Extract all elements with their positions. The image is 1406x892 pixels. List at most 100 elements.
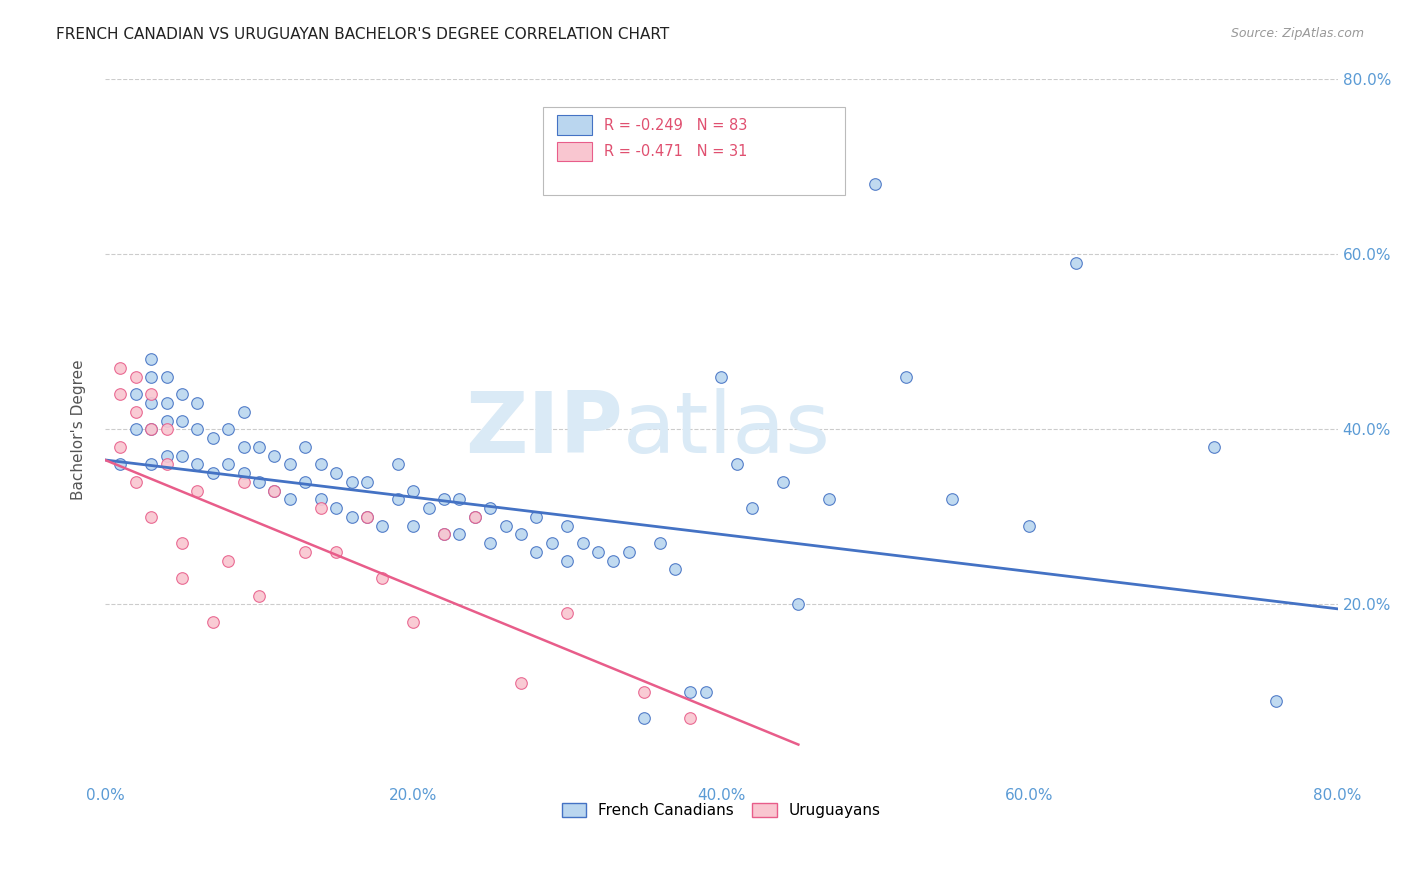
Point	[526, 545, 548, 559]
Point	[263, 483, 285, 498]
Point	[232, 466, 254, 480]
Point	[340, 475, 363, 489]
Point	[141, 458, 163, 472]
Point	[725, 458, 748, 472]
Point	[309, 492, 332, 507]
Point	[325, 501, 347, 516]
Point	[201, 431, 224, 445]
Point	[772, 475, 794, 489]
Point	[464, 509, 486, 524]
Point	[201, 466, 224, 480]
Point	[941, 492, 963, 507]
Point	[125, 475, 148, 489]
Point	[555, 606, 578, 620]
Point	[449, 492, 471, 507]
Point	[695, 685, 717, 699]
Point	[356, 509, 378, 524]
Point	[141, 387, 163, 401]
Point	[186, 483, 208, 498]
Point	[294, 475, 316, 489]
Point	[664, 562, 686, 576]
Point	[125, 369, 148, 384]
Point	[402, 483, 425, 498]
Point	[356, 475, 378, 489]
Point	[170, 536, 193, 550]
Legend: French Canadians, Uruguayans: French Canadians, Uruguayans	[555, 797, 887, 824]
Point	[247, 440, 270, 454]
Point	[278, 492, 301, 507]
Point	[479, 536, 502, 550]
Point	[141, 422, 163, 436]
Point	[325, 545, 347, 559]
Point	[217, 554, 239, 568]
Point	[555, 518, 578, 533]
FancyBboxPatch shape	[543, 107, 845, 194]
Point	[170, 413, 193, 427]
Point	[387, 492, 409, 507]
Point	[1265, 694, 1288, 708]
Point	[540, 536, 562, 550]
Point	[170, 449, 193, 463]
Point	[156, 396, 179, 410]
Point	[110, 458, 132, 472]
FancyBboxPatch shape	[557, 142, 592, 161]
Y-axis label: Bachelor's Degree: Bachelor's Degree	[72, 359, 86, 500]
Point	[586, 545, 609, 559]
Point	[232, 475, 254, 489]
Point	[263, 483, 285, 498]
Point	[141, 509, 163, 524]
Point	[309, 501, 332, 516]
Point	[433, 527, 456, 541]
Point	[356, 509, 378, 524]
Point	[125, 387, 148, 401]
Text: R = -0.249   N = 83: R = -0.249 N = 83	[605, 118, 748, 133]
Point	[294, 440, 316, 454]
Point	[278, 458, 301, 472]
Text: FRENCH CANADIAN VS URUGUAYAN BACHELOR'S DEGREE CORRELATION CHART: FRENCH CANADIAN VS URUGUAYAN BACHELOR'S …	[56, 27, 669, 42]
Point	[1064, 256, 1087, 270]
Point	[818, 492, 841, 507]
Point	[371, 571, 394, 585]
Point	[787, 598, 810, 612]
Point	[125, 422, 148, 436]
Point	[110, 361, 132, 376]
Point	[309, 458, 332, 472]
Point	[263, 449, 285, 463]
Point	[141, 352, 163, 367]
Point	[186, 458, 208, 472]
Point	[141, 422, 163, 436]
Point	[633, 685, 655, 699]
Text: Source: ZipAtlas.com: Source: ZipAtlas.com	[1230, 27, 1364, 40]
Point	[156, 449, 179, 463]
Point	[247, 475, 270, 489]
Point	[710, 369, 733, 384]
Point	[217, 422, 239, 436]
Point	[679, 685, 702, 699]
Point	[1204, 440, 1226, 454]
Point	[449, 527, 471, 541]
Point	[110, 440, 132, 454]
Text: atlas: atlas	[623, 388, 831, 471]
Point	[402, 615, 425, 629]
Point	[340, 509, 363, 524]
Point	[526, 509, 548, 524]
Point	[125, 405, 148, 419]
Point	[402, 518, 425, 533]
Point	[1018, 518, 1040, 533]
Point	[325, 466, 347, 480]
Point	[170, 571, 193, 585]
Point	[555, 554, 578, 568]
Point	[170, 387, 193, 401]
Point	[464, 509, 486, 524]
Point	[141, 396, 163, 410]
Point	[156, 458, 179, 472]
Point	[141, 369, 163, 384]
Point	[510, 676, 533, 690]
Point	[648, 536, 671, 550]
Point	[741, 501, 763, 516]
Point	[186, 422, 208, 436]
Point	[865, 177, 887, 191]
Point	[602, 554, 624, 568]
Point	[201, 615, 224, 629]
Point	[896, 369, 918, 384]
